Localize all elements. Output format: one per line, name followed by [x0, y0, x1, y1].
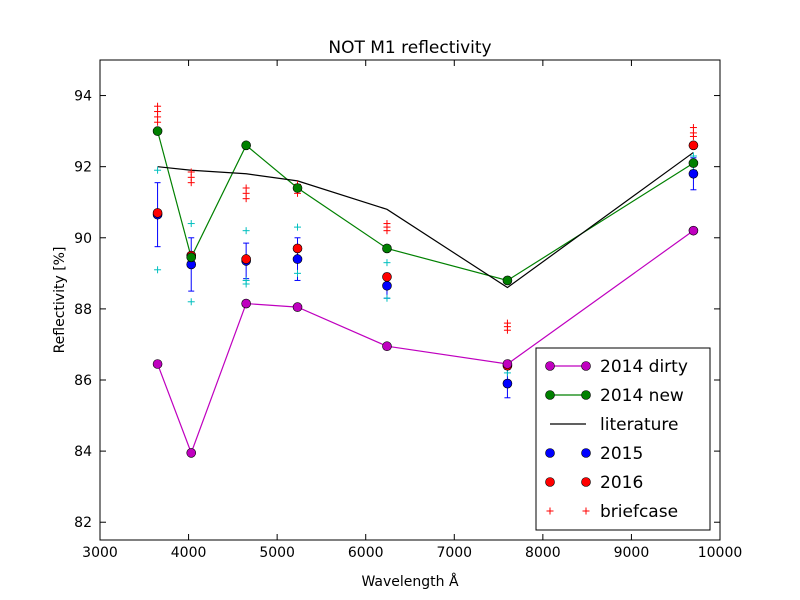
series-2015-3-point — [688, 168, 699, 179]
series-briefcase-5-point — [154, 118, 162, 126]
plot-frame — [99, 59, 721, 541]
series-2014-dirty-0-point — [502, 359, 513, 369]
y-tick-label: 94 — [74, 89, 92, 105]
legend-item-briefcase-marker — [546, 507, 554, 515]
series-2014-new-1-point — [186, 252, 197, 263]
legend-item-2014-dirty: 2014 dirty — [545, 357, 688, 377]
y-tick-label: 88 — [74, 302, 92, 318]
y-tick-label: 92 — [74, 160, 92, 176]
legend-item-2014-new-marker — [545, 390, 555, 400]
x-axis-label: Wavelength Å — [361, 573, 459, 590]
series-2016-4-point — [292, 243, 303, 254]
legend-item-2016-marker — [581, 477, 591, 487]
series-briefcase-5-point — [187, 179, 195, 187]
series-briefcase-5-point — [383, 227, 391, 235]
legend-item-briefcase-label: briefcase — [600, 502, 678, 522]
series-literature-2-line — [157, 151, 694, 289]
series-2014-dirty-0-point — [292, 302, 303, 312]
legend-item-2014-new: 2014 new — [545, 386, 684, 406]
series-2014-dirty-0-point — [688, 225, 699, 236]
series-2016-4-point — [241, 254, 251, 264]
series-unlabeled-6-point — [294, 269, 302, 277]
legend: 2014 dirty 2014 new literature 2015 2016 brie… — [535, 347, 711, 531]
series-unlabeled-6-point — [187, 220, 195, 228]
series-unlabeled-6-point — [383, 294, 391, 302]
series-2015-3-point — [502, 378, 513, 389]
series-2014-dirty-0-point — [152, 359, 163, 369]
series-2015-3-point — [382, 280, 392, 291]
series-2014-new-1-point — [688, 158, 699, 168]
legend-item-2014-dirty-label: 2014 dirty — [600, 357, 688, 377]
series-2014-dirty-0-point — [241, 298, 251, 309]
series-2016-4-point — [152, 208, 163, 218]
legend-item-2014-dirty-marker — [545, 361, 555, 371]
legend-item-2014-new-label: 2014 new — [600, 386, 684, 406]
legend-box — [535, 347, 711, 531]
y-tick-label: 84 — [74, 444, 92, 460]
x-tick-label: 6000 — [348, 545, 384, 561]
series-unlabeled-6-point — [242, 280, 250, 288]
series-2014-new-1-point — [292, 183, 303, 193]
series-unlabeled-6-point — [154, 166, 162, 174]
x-tick-label: 9000 — [614, 545, 650, 561]
series-2015-3-point — [292, 254, 303, 264]
series-2014-dirty-0-point — [382, 341, 392, 352]
series-briefcase-5-point — [242, 195, 250, 203]
x-tick-label: 7000 — [436, 545, 472, 561]
series-2014-new-1-point — [241, 140, 251, 151]
x-tick-label: 8000 — [525, 545, 561, 561]
legend-item-2015-marker — [581, 448, 591, 458]
legend-item-2014-dirty-marker — [581, 361, 591, 371]
legend-item-2015-marker — [545, 448, 555, 458]
series-unlabeled-6-point — [294, 223, 302, 231]
series-unlabeled-6-point — [383, 259, 391, 267]
x-tick-label: 3000 — [82, 545, 118, 561]
series-2014-new-1-line — [156, 130, 694, 282]
x-tick-label: 10000 — [698, 545, 743, 561]
x-tick-label: 5000 — [259, 545, 295, 561]
plot-area: 3000 4000 5000 6000 7000 8000 9000 10000 82 84 86 8… — [74, 59, 743, 561]
series-briefcase-5-point — [689, 132, 697, 140]
legend-item-2015-label: 2015 — [600, 444, 643, 464]
legend-item-2016-label: 2016 — [600, 473, 643, 493]
legend-item-2016: 2016 — [545, 473, 643, 493]
legend-item-2016-marker — [545, 477, 555, 487]
chart-title: NOT M1 reflectivity — [328, 38, 491, 58]
series-unlabeled-6-point — [242, 227, 250, 235]
series-2016-4-point — [688, 140, 699, 151]
series-briefcase-5-point — [503, 326, 511, 334]
x-tick-label: 4000 — [171, 545, 207, 561]
legend-item-literature-label: literature — [600, 415, 679, 435]
legend-item-2014-new-marker — [581, 390, 591, 400]
series-2014-new-1-point — [502, 275, 513, 286]
y-axis-label: Reflectivity [%] — [52, 247, 68, 354]
series-2014-new-1-point — [382, 243, 392, 254]
series-2014-new-1-point — [152, 126, 163, 136]
legend-item-literature: literature — [550, 415, 679, 435]
legend-item-2015: 2015 — [545, 444, 643, 464]
y-tick-label: 90 — [74, 231, 92, 247]
series-unlabeled-6-point — [187, 298, 195, 306]
series-2014-dirty-0-point — [186, 448, 197, 458]
series-unlabeled-6-point — [154, 266, 162, 274]
legend-item-briefcase-marker — [582, 507, 590, 515]
y-tick-label: 82 — [74, 515, 92, 531]
y-tick-label: 86 — [74, 373, 92, 389]
legend-item-briefcase: briefcase — [546, 502, 678, 522]
series-2016-4-point — [382, 272, 392, 282]
